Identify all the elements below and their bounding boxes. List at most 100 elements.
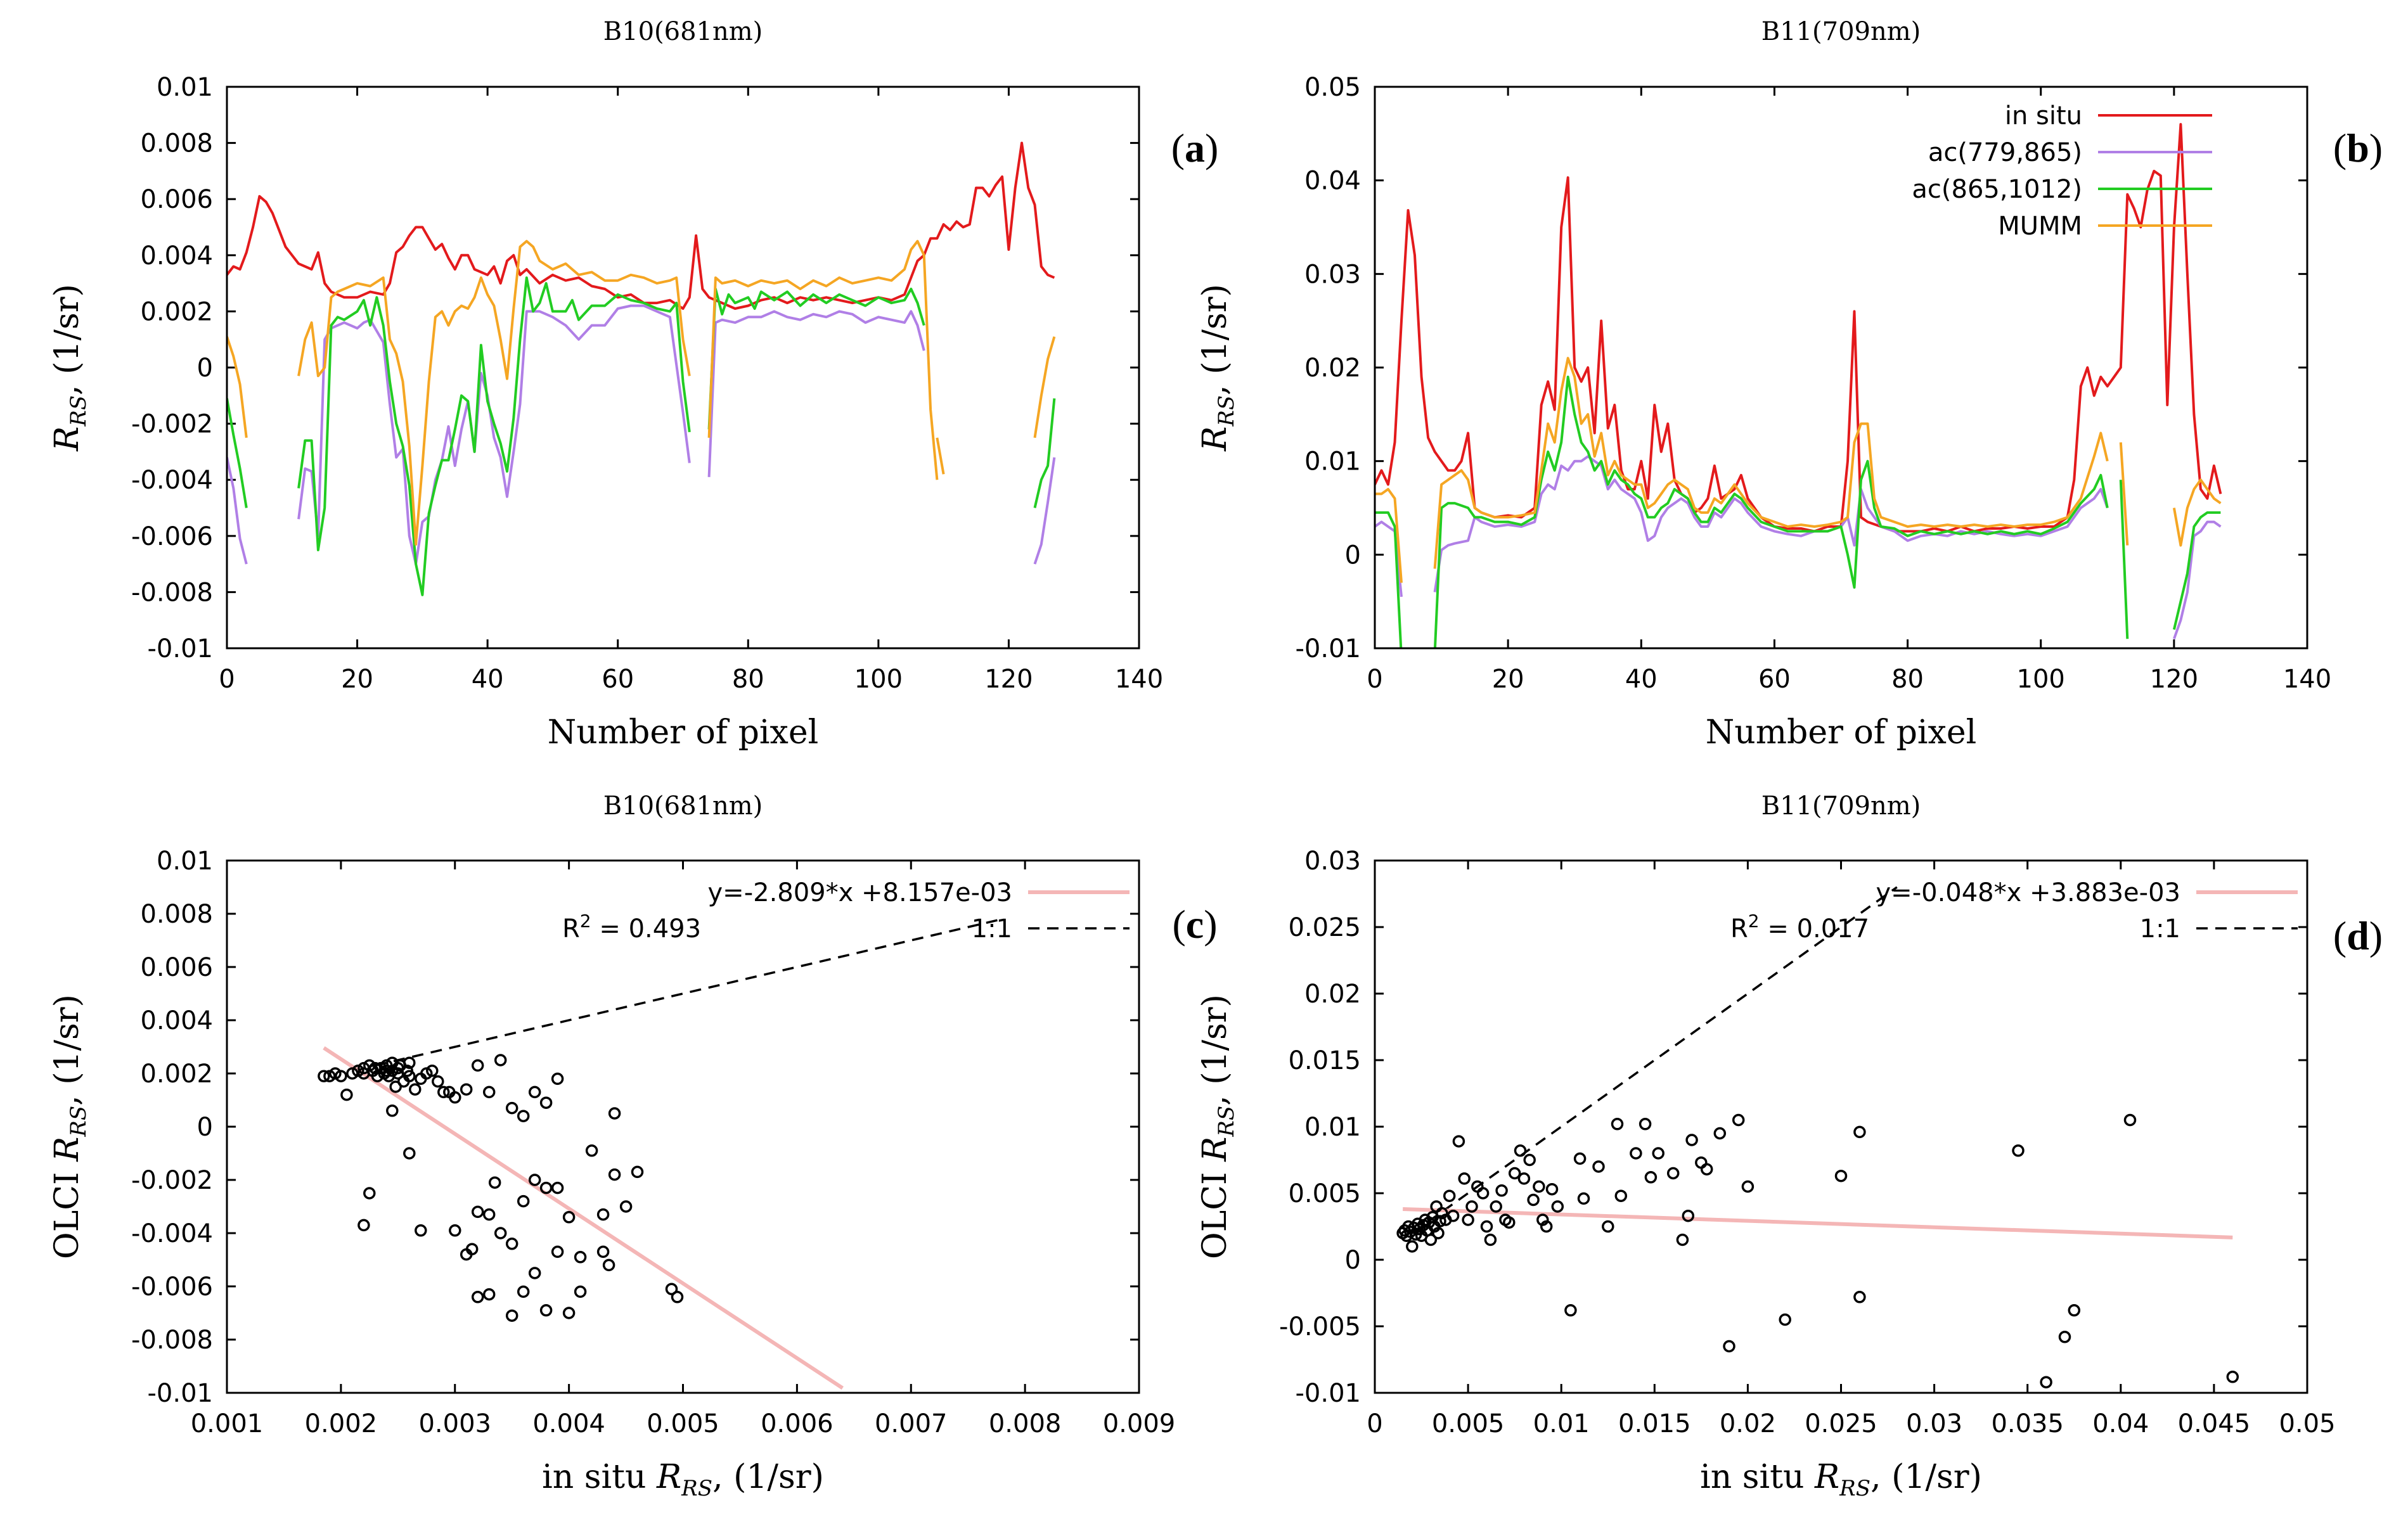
plot-frame <box>226 859 1140 1394</box>
scatter-point <box>1602 1220 1614 1233</box>
scatter-point <box>471 1059 484 1072</box>
scatter-point <box>665 1283 678 1295</box>
series-line-mumm <box>1433 357 2109 569</box>
one-to-one-line <box>1411 886 1898 1234</box>
scatter-point <box>539 1304 553 1317</box>
x-tick-label: 0.004 <box>532 1409 605 1438</box>
series-line-mumm <box>2172 478 2222 547</box>
x-tick-label: 0.025 <box>1805 1409 1877 1438</box>
chart-panel-a: B10(681nm) 0 20 40 60 80 100 120 140 -0.01 -0.008 -… <box>48 17 1218 752</box>
y-tick-label: 0.01 <box>157 73 213 102</box>
scatter-point <box>1853 1291 1866 1303</box>
scatter-point <box>449 1091 461 1104</box>
fit-equation-label: y=-2.809*x +8.157e-03 <box>708 878 1013 907</box>
x-tick-label: 140 <box>2283 665 2331 694</box>
y-tick-label: -0.008 <box>131 578 213 607</box>
scatter-point <box>1779 1313 1791 1326</box>
x-tick-label: 80 <box>1891 665 1924 694</box>
x-tick-label: 0.009 <box>1103 1409 1176 1438</box>
scatter-point <box>1458 1172 1471 1185</box>
series-line-mumm <box>1375 488 1403 583</box>
r-squared-label: R2 = 0.017 <box>1730 911 1869 944</box>
legend-label: ac(865,1012) <box>1912 175 2082 204</box>
y-tick-label: 0.004 <box>140 241 213 271</box>
scatter-point <box>517 1110 530 1122</box>
y-tick-label: 0.008 <box>140 900 213 929</box>
chart-title: B10(681nm) <box>603 17 763 46</box>
scatter-point <box>528 1085 541 1099</box>
series-line-ac-779-865- <box>2173 520 2222 639</box>
y-axis-label: OLCI RRS, (1/sr) <box>1196 994 1239 1259</box>
scatter-point <box>505 1238 518 1250</box>
series-line-mumm <box>707 240 939 480</box>
scatter-point <box>1508 1167 1521 1180</box>
scatter-point <box>357 1219 370 1232</box>
x-tick-label: 60 <box>602 665 634 694</box>
y-tick-label: 0.025 <box>1288 913 1361 942</box>
y-tick-label: -0.004 <box>131 466 213 495</box>
scatter-point <box>426 1065 439 1077</box>
x-tick-label: 0.035 <box>1991 1409 2064 1438</box>
scatter-point <box>2012 1144 2025 1157</box>
scatter-point <box>352 1065 364 1077</box>
plot-frame <box>1374 86 2308 650</box>
scatter-point <box>403 1070 416 1082</box>
y-tick-label: 0 <box>197 1113 213 1142</box>
y-tick-label: -0.005 <box>1279 1312 1361 1342</box>
scatter-point <box>1700 1163 1713 1175</box>
series-line-ac-779-865- <box>1033 457 1056 565</box>
scatter-point <box>1614 1189 1628 1202</box>
scatter-point <box>631 1165 644 1179</box>
scatter-point <box>1432 1227 1445 1239</box>
scatter-point <box>2058 1331 2071 1343</box>
y-tick-label: 0.005 <box>1288 1179 1361 1208</box>
chart-panel-d: B11(709nm) 0 0.005 0.01 0.015 0.02 0.025 0.03 0.… <box>1196 791 2383 1501</box>
regression-line <box>323 1046 844 1390</box>
x-tick-label: 0 <box>1367 665 1382 694</box>
x-tick-label: 20 <box>1492 665 1524 694</box>
scatter-point <box>2040 1376 2052 1388</box>
panel-label: (c) <box>1172 902 1217 947</box>
scatter-point <box>1540 1220 1553 1233</box>
panel-label: (a) <box>1171 125 1219 170</box>
y-tick-label: 0.006 <box>140 185 213 214</box>
scatter-point <box>1644 1171 1658 1184</box>
legend-label: MUMM <box>1998 212 2082 241</box>
chart-panel-b: B11(709nm)0 20 40 60 80 100 120 140-0.0100.010.… <box>1196 17 2383 752</box>
scatter-point <box>1484 1233 1497 1246</box>
series-line-ac-865-1012- <box>707 288 925 430</box>
series-line-mumm <box>297 240 691 546</box>
scatter-point <box>420 1067 433 1080</box>
fit-equation-label: y=-0.048*x +3.883e-03 <box>1876 878 2181 907</box>
scatter-point <box>2068 1304 2081 1317</box>
scatter-point <box>539 1181 553 1194</box>
y-tick-label: -0.01 <box>1296 634 1362 663</box>
x-tick-label: 0.02 <box>1720 1409 1776 1438</box>
x-tick-label: 0.04 <box>2092 1409 2149 1438</box>
plot-frame <box>226 86 1140 650</box>
scatter-point <box>1480 1220 1493 1233</box>
x-axis-label: Number of pixel <box>1706 714 1976 752</box>
y-tick-label: -0.004 <box>131 1219 213 1248</box>
scatter-point <box>318 1070 330 1082</box>
scatter-point <box>335 1070 347 1082</box>
series-line-ac-865-1012- <box>2172 511 2221 630</box>
x-tick-label: 0.005 <box>647 1409 719 1438</box>
x-tick-label: 0.05 <box>2279 1409 2335 1438</box>
y-tick-label: 0.015 <box>1288 1046 1361 1075</box>
scatter-point <box>608 1107 621 1120</box>
scatter-point <box>346 1067 359 1080</box>
series-line-ac-779-865- <box>297 304 691 566</box>
y-tick-label: 0.006 <box>140 953 213 982</box>
scatter-point <box>574 1285 587 1298</box>
y-tick-label: 0.02 <box>1304 980 1361 1009</box>
scatter-point <box>1630 1147 1642 1160</box>
scatter-point <box>1517 1172 1531 1185</box>
series-line-ac-865-1012- <box>297 276 691 596</box>
x-tick-label: 0.045 <box>2178 1409 2251 1438</box>
scatter-point <box>517 1194 530 1208</box>
scatter-point <box>2226 1371 2239 1383</box>
scatter-point <box>1611 1118 1624 1130</box>
scatter-point <box>494 1054 507 1066</box>
scatter-point <box>403 1056 416 1069</box>
